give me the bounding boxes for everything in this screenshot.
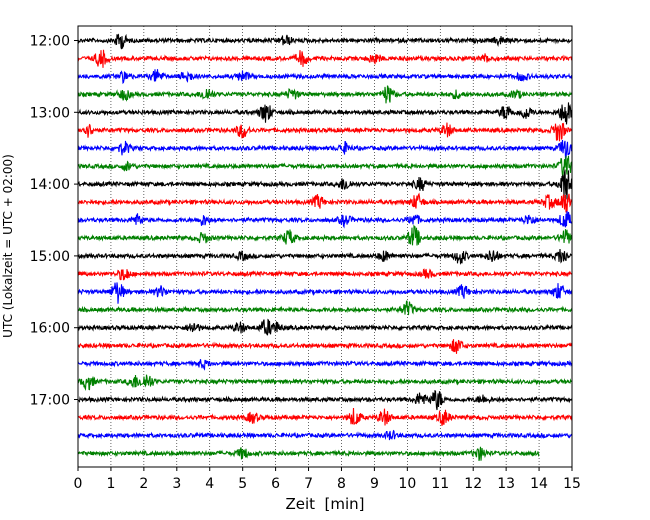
seismic-trace xyxy=(77,169,573,200)
seismic-trace xyxy=(77,359,573,371)
x-tick-label: 9 xyxy=(370,476,379,492)
x-tick-label: 7 xyxy=(304,476,313,492)
seismic-trace xyxy=(77,429,573,441)
seismic-trace xyxy=(77,300,573,316)
y-axis-title: UTC (Lokalzeit = UTC + 02:00) xyxy=(1,154,15,338)
seismic-trace xyxy=(77,339,573,354)
seismic-trace xyxy=(77,318,573,336)
x-tick-label: 12 xyxy=(464,476,482,492)
seismic-trace xyxy=(77,446,540,462)
y-tick-label: 17:00 xyxy=(30,393,70,409)
seismic-trace xyxy=(77,69,573,85)
x-tick-label: 15 xyxy=(563,476,581,492)
seismic-trace xyxy=(77,210,573,229)
seismic-trace xyxy=(77,139,573,160)
x-tick-label: 0 xyxy=(74,476,83,492)
y-tick-label: 14:00 xyxy=(30,177,70,193)
seismic-trace xyxy=(77,155,573,178)
plot-frame xyxy=(77,25,573,468)
x-tick-label: 3 xyxy=(172,476,181,492)
seismic-trace xyxy=(77,224,573,246)
x-tick-label: 11 xyxy=(431,476,449,492)
x-tick-label: 4 xyxy=(205,476,214,492)
y-tick-label: 12:00 xyxy=(30,34,70,50)
x-tick-label: 13 xyxy=(497,476,515,492)
seismic-trace xyxy=(77,374,573,392)
y-tick-label: 15:00 xyxy=(30,249,70,265)
seismic-trace xyxy=(77,268,573,281)
x-tick-label: 2 xyxy=(139,476,148,492)
x-axis-title: Zeit [min] xyxy=(285,495,364,513)
seismic-trace xyxy=(77,33,573,50)
x-axis: 0 1 2 3 4 5 6 7 8 9 10 11 12 13 14 15 xyxy=(74,467,581,492)
y-tick-label: 16:00 xyxy=(30,321,70,337)
seismic-trace xyxy=(77,192,573,214)
seismic-trace xyxy=(77,85,573,104)
x-tick-label: 1 xyxy=(106,476,115,492)
seismic-trace xyxy=(77,249,573,265)
seismic-trace xyxy=(77,389,573,411)
y-tick-label: 13:00 xyxy=(30,105,70,121)
seismic-trace xyxy=(77,407,573,426)
x-tick-label: 8 xyxy=(337,476,346,492)
trace-layer xyxy=(77,33,573,462)
seismic-trace xyxy=(77,282,573,304)
seismic-trace xyxy=(77,49,573,68)
x-tick-label: 10 xyxy=(398,476,416,492)
seismic-trace xyxy=(77,122,573,142)
y-axis: 12:00 13:00 14:00 15:00 16:00 17:00 xyxy=(30,34,78,409)
x-tick-label: 14 xyxy=(530,476,548,492)
seismic-trace xyxy=(77,102,573,125)
x-tick-label: 5 xyxy=(238,476,247,492)
x-tick-label: 6 xyxy=(271,476,280,492)
